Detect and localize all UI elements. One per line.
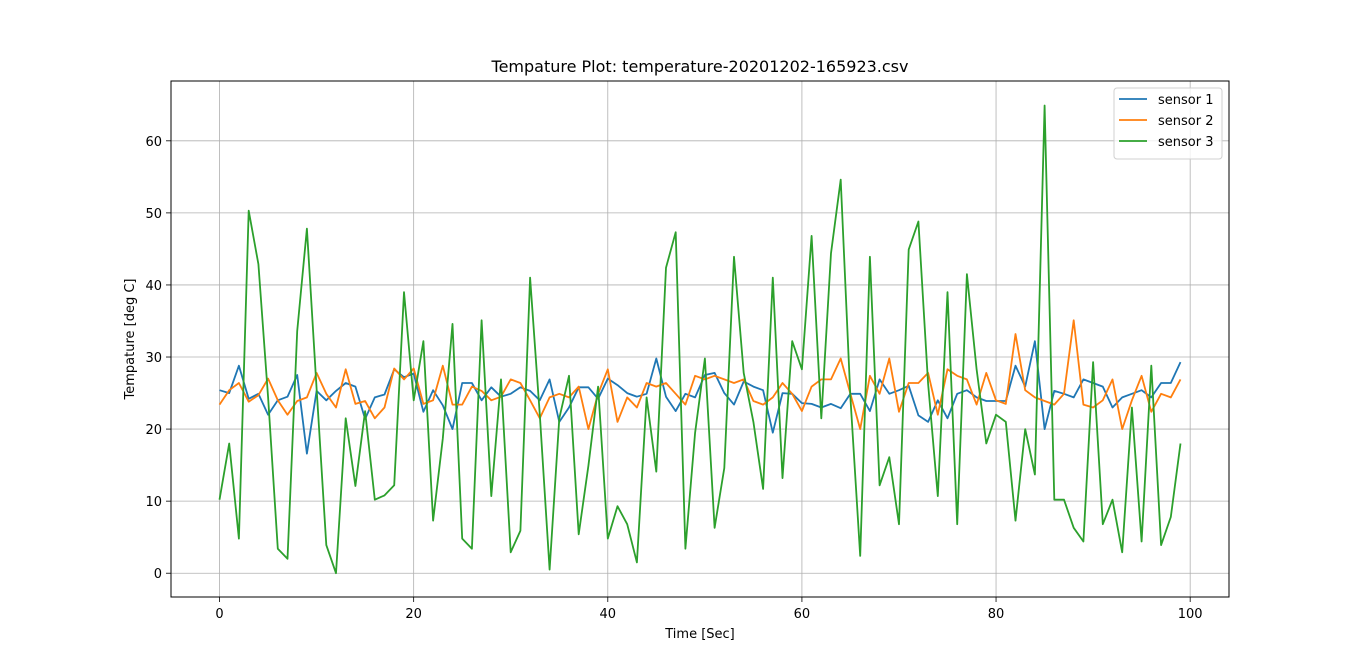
legend-label-sensor-2: sensor 2: [1158, 114, 1214, 129]
x-tick-label: 60: [794, 607, 811, 622]
y-tick-label: 50: [145, 207, 162, 222]
y-tick-label: 60: [145, 135, 162, 150]
y-axis-label: Tempature [deg C]: [123, 279, 138, 401]
y-tick-label: 0: [154, 567, 162, 582]
series-line-sensor-1: [219, 340, 1182, 455]
y-tick-label: 20: [145, 423, 162, 438]
series-line-sensor-2: [218, 319, 1182, 431]
plot-area-frame: [170, 80, 1230, 598]
y-axis-ticks: 0 10 20 30 40 50 60: [145, 135, 171, 582]
x-tick-label: 20: [405, 607, 422, 622]
y-tick-label: 10: [145, 495, 162, 510]
x-tick-label: 100: [1178, 607, 1203, 622]
legend-label-sensor-1: sensor 1: [1158, 93, 1214, 108]
y-tick-label: 40: [145, 279, 162, 294]
y-tick-label: 30: [145, 351, 162, 366]
x-tick-label: 0: [215, 607, 223, 622]
x-tick-label: 80: [988, 607, 1005, 622]
x-tick-label: 40: [600, 607, 617, 622]
grid-lines: [171, 81, 1229, 597]
legend: sensor 1 sensor 2 sensor 3: [1113, 87, 1223, 160]
chart-title: Tempature Plot: temperature-20201202-165…: [491, 57, 909, 76]
series-layer: [218, 104, 1182, 575]
series-line-sensor-3: [218, 104, 1182, 575]
x-axis-ticks: 0 20 40 60 80 100: [215, 597, 1203, 622]
legend-label-sensor-3: sensor 3: [1158, 135, 1214, 150]
x-axis-label: Time [Sec]: [664, 627, 735, 642]
